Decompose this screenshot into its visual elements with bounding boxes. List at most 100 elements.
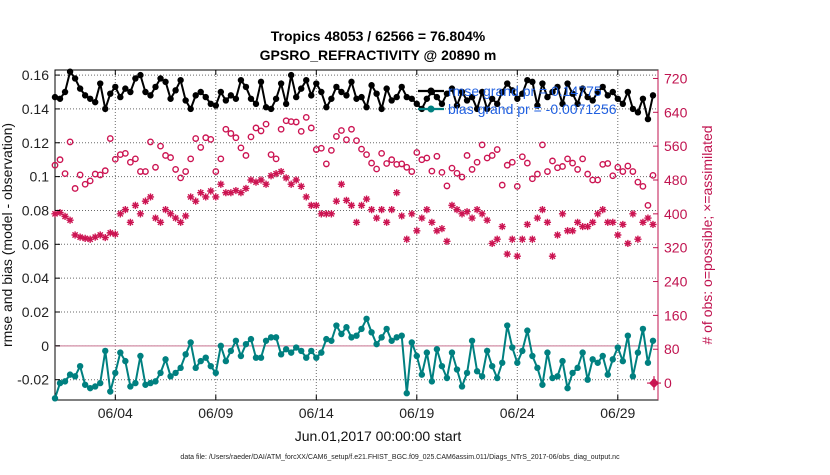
possible-point [473, 158, 481, 166]
bias-point [61, 378, 69, 385]
possible-point [317, 144, 325, 152]
possible-point [528, 175, 536, 183]
rmse-point [81, 92, 89, 99]
assimilated-point [599, 206, 607, 214]
assimilated-point [533, 214, 541, 222]
y-tick-label-left: 0.02 [22, 304, 49, 320]
legend-label: bias grand pr = -0.0071256 [448, 101, 617, 117]
possible-point [101, 167, 109, 175]
possible-point [493, 146, 501, 153]
assimilated-point [101, 233, 109, 242]
assimilated-point [262, 180, 270, 188]
bias-point [619, 357, 627, 365]
y-tick-label-right: 0 [664, 375, 672, 391]
x-tick-label: 06/14 [299, 405, 334, 421]
possible-point [408, 168, 416, 175]
bias-point [373, 340, 380, 348]
bias-point [519, 347, 526, 355]
rmse-point [403, 93, 410, 101]
bias-point [569, 369, 576, 377]
assimilated-point [644, 214, 652, 222]
assimilated-point [197, 189, 205, 197]
assimilated-point [317, 210, 325, 218]
possible-point [242, 152, 250, 159]
possible-point [423, 154, 431, 162]
series-layer [51, 68, 661, 402]
rmse-point [343, 92, 350, 99]
possible-point [232, 134, 240, 142]
rmse-point [604, 92, 611, 99]
possible-point [272, 155, 280, 163]
rmse-point [398, 83, 405, 91]
rmse-point [137, 71, 144, 79]
assimilated-point [523, 220, 531, 229]
data-file-footer: data file: /Users/raeder/DAI/ATM_forcXX/… [180, 454, 620, 461]
assimilated-point [357, 201, 366, 209]
rmse-point [97, 80, 104, 87]
rmse-point [624, 88, 632, 96]
rmse-point [217, 88, 225, 96]
rmse-point [86, 95, 94, 102]
bias-point [584, 376, 591, 383]
rmse-point [132, 75, 139, 82]
bias-point [147, 379, 154, 387]
assimilated-point [136, 210, 145, 218]
assimilated-point [649, 220, 657, 229]
bias-point [308, 347, 315, 355]
assimilated-point [428, 218, 436, 226]
bias-point [514, 359, 521, 366]
y-tick-label-right: 240 [664, 274, 688, 290]
assimilated-point [443, 237, 451, 245]
assimilated-point [347, 201, 356, 209]
y-tick-label-left: 0.14 [22, 101, 49, 117]
rmse-point [363, 104, 370, 111]
y-tick-label-left: 0.06 [22, 236, 49, 252]
possible-point [187, 155, 195, 163]
rmse-point [514, 95, 521, 102]
rmse-point [423, 95, 431, 102]
rmse-point [192, 92, 199, 99]
y-tick-label-left: 0.04 [22, 270, 49, 286]
assimilated-point [161, 206, 170, 214]
possible-point [167, 154, 174, 161]
bias-point [313, 354, 320, 361]
rmse-point [237, 76, 245, 84]
possible-point [634, 178, 642, 186]
assimilated-point [302, 193, 310, 201]
x-axis-label: Jun.01,2017 00:00:00 start [295, 428, 462, 444]
assimilated-point [212, 193, 220, 201]
assimilated-point [367, 206, 376, 214]
bias-point [267, 334, 275, 341]
chart-title: Tropics 48053 / 62566 = 76.804% [271, 28, 486, 44]
possible-point [332, 133, 340, 140]
possible-point [403, 163, 411, 171]
possible-point [644, 201, 652, 209]
bias-point [358, 325, 365, 333]
assimilated-point [408, 210, 416, 218]
assimilated-point [604, 218, 612, 226]
rmse-point [293, 93, 300, 101]
rmse-point [408, 95, 415, 102]
possible-point [267, 151, 275, 159]
assimilated-point [473, 206, 481, 214]
rmse-point [71, 75, 79, 82]
rmse-point [378, 105, 385, 113]
assimilated-point [71, 231, 79, 239]
assimilated-point [217, 180, 225, 188]
assimilated-point [227, 189, 235, 197]
possible-point [574, 166, 581, 173]
bias-point [242, 340, 250, 348]
possible-point [544, 168, 551, 175]
bias-point [132, 379, 139, 387]
x-tick-label: 06/04 [98, 405, 133, 421]
assimilated-point [267, 172, 275, 180]
possible-point [584, 170, 592, 178]
bias-point [237, 352, 245, 360]
assimilated-point [76, 233, 84, 241]
rmse-point [298, 85, 305, 92]
rmse-point [197, 88, 204, 96]
possible-point [51, 161, 59, 169]
legend-marker [427, 87, 435, 95]
possible-point [398, 160, 406, 168]
rmse-point [212, 102, 219, 109]
